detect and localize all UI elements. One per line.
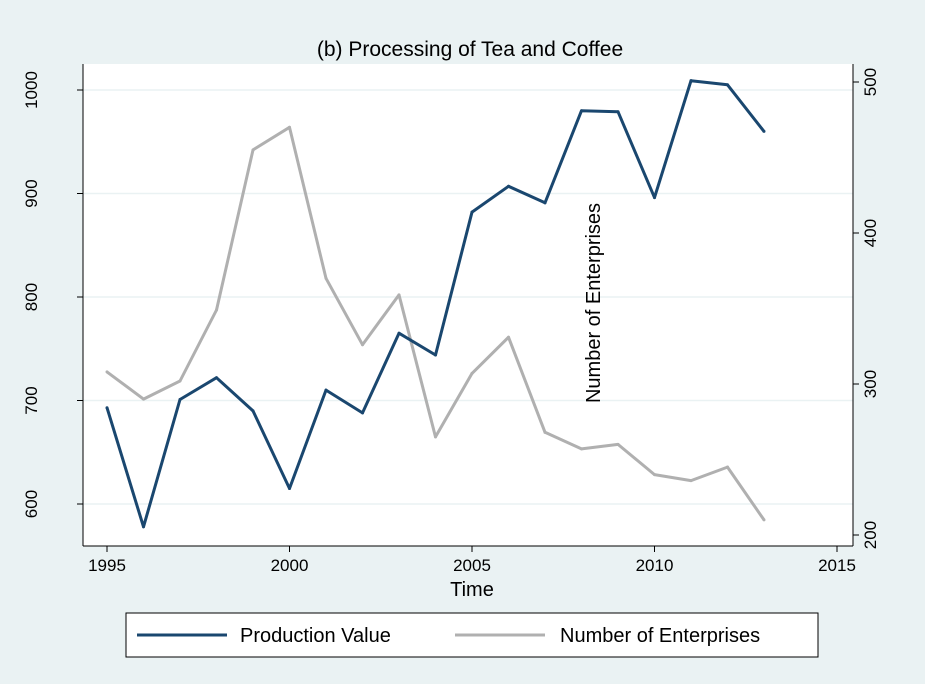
data-point-number-of-enterprises bbox=[470, 371, 474, 375]
data-point-production-value bbox=[689, 79, 693, 83]
data-point-number-of-enterprises bbox=[215, 308, 218, 312]
data-point-number-of-enterprises bbox=[361, 343, 364, 347]
data-point-number-of-enterprises bbox=[324, 276, 328, 280]
gridlines bbox=[83, 89, 853, 505]
left-tick-label: 700 bbox=[22, 386, 41, 414]
right-tick-label: 500 bbox=[861, 68, 880, 96]
left-tick-label: 900 bbox=[22, 179, 41, 207]
data-point-number-of-enterprises bbox=[653, 473, 656, 477]
data-point-production-value bbox=[178, 397, 182, 401]
data-point-production-value bbox=[616, 110, 620, 114]
data-point-production-value bbox=[288, 486, 291, 490]
series-layer bbox=[105, 79, 766, 529]
data-point-number-of-enterprises bbox=[762, 518, 766, 522]
right-tick-label: 200 bbox=[861, 521, 880, 549]
data-point-production-value bbox=[507, 184, 510, 188]
right-axis-label: Number of Enterprises bbox=[583, 203, 605, 403]
legend-label-number-of-enterprises: Number of Enterprises bbox=[560, 625, 760, 647]
x-tick-label: 2015 bbox=[818, 556, 856, 575]
data-point-production-value bbox=[251, 409, 255, 413]
data-point-production-value bbox=[361, 411, 364, 415]
data-point-number-of-enterprises bbox=[288, 125, 291, 129]
data-point-number-of-enterprises bbox=[543, 430, 547, 434]
data-point-production-value bbox=[726, 83, 729, 87]
legend: Production Value Number of Enterprises bbox=[125, 612, 819, 658]
data-point-production-value bbox=[653, 196, 656, 200]
x-tick-label: 2010 bbox=[636, 556, 674, 575]
data-point-production-value bbox=[215, 376, 218, 380]
plot-area bbox=[83, 64, 853, 546]
data-point-production-value bbox=[142, 525, 145, 529]
right-tick-label: 300 bbox=[861, 370, 880, 398]
data-point-number-of-enterprises bbox=[178, 379, 182, 383]
data-point-number-of-enterprises bbox=[105, 370, 109, 374]
data-point-production-value bbox=[397, 331, 401, 335]
data-point-production-value bbox=[762, 129, 766, 133]
left-tick-label: 800 bbox=[22, 283, 41, 311]
data-point-number-of-enterprises bbox=[580, 447, 583, 451]
data-point-number-of-enterprises bbox=[616, 442, 620, 446]
x-tick-label: 2005 bbox=[453, 556, 491, 575]
data-point-production-value bbox=[105, 406, 109, 410]
left-tick-label: 1000 bbox=[22, 71, 41, 109]
data-point-number-of-enterprises bbox=[434, 435, 437, 439]
right-tick-label: 400 bbox=[861, 219, 880, 247]
x-tick-label: 2000 bbox=[271, 556, 309, 575]
data-point-production-value bbox=[470, 210, 474, 214]
data-point-number-of-enterprises bbox=[689, 479, 693, 483]
chart-title: (b) Processing of Tea and Coffee bbox=[317, 38, 623, 61]
data-point-number-of-enterprises bbox=[142, 397, 145, 401]
x-tick-label: 1995 bbox=[88, 556, 126, 575]
data-point-production-value bbox=[324, 388, 328, 392]
data-point-number-of-enterprises bbox=[726, 465, 729, 469]
x-axis-label: Time bbox=[450, 579, 494, 601]
data-point-number-of-enterprises bbox=[251, 148, 255, 152]
data-point-number-of-enterprises bbox=[397, 293, 401, 297]
axes: 600 700 800 900 1000 200 300 400 500 1995 2000 2005… bbox=[22, 64, 880, 575]
data-point-number-of-enterprises bbox=[507, 335, 510, 339]
data-point-production-value bbox=[580, 109, 583, 113]
legend-label-production-value: Production Value bbox=[240, 625, 391, 647]
left-tick-label: 600 bbox=[22, 490, 41, 518]
data-point-production-value bbox=[543, 201, 547, 205]
data-point-production-value bbox=[434, 353, 437, 357]
